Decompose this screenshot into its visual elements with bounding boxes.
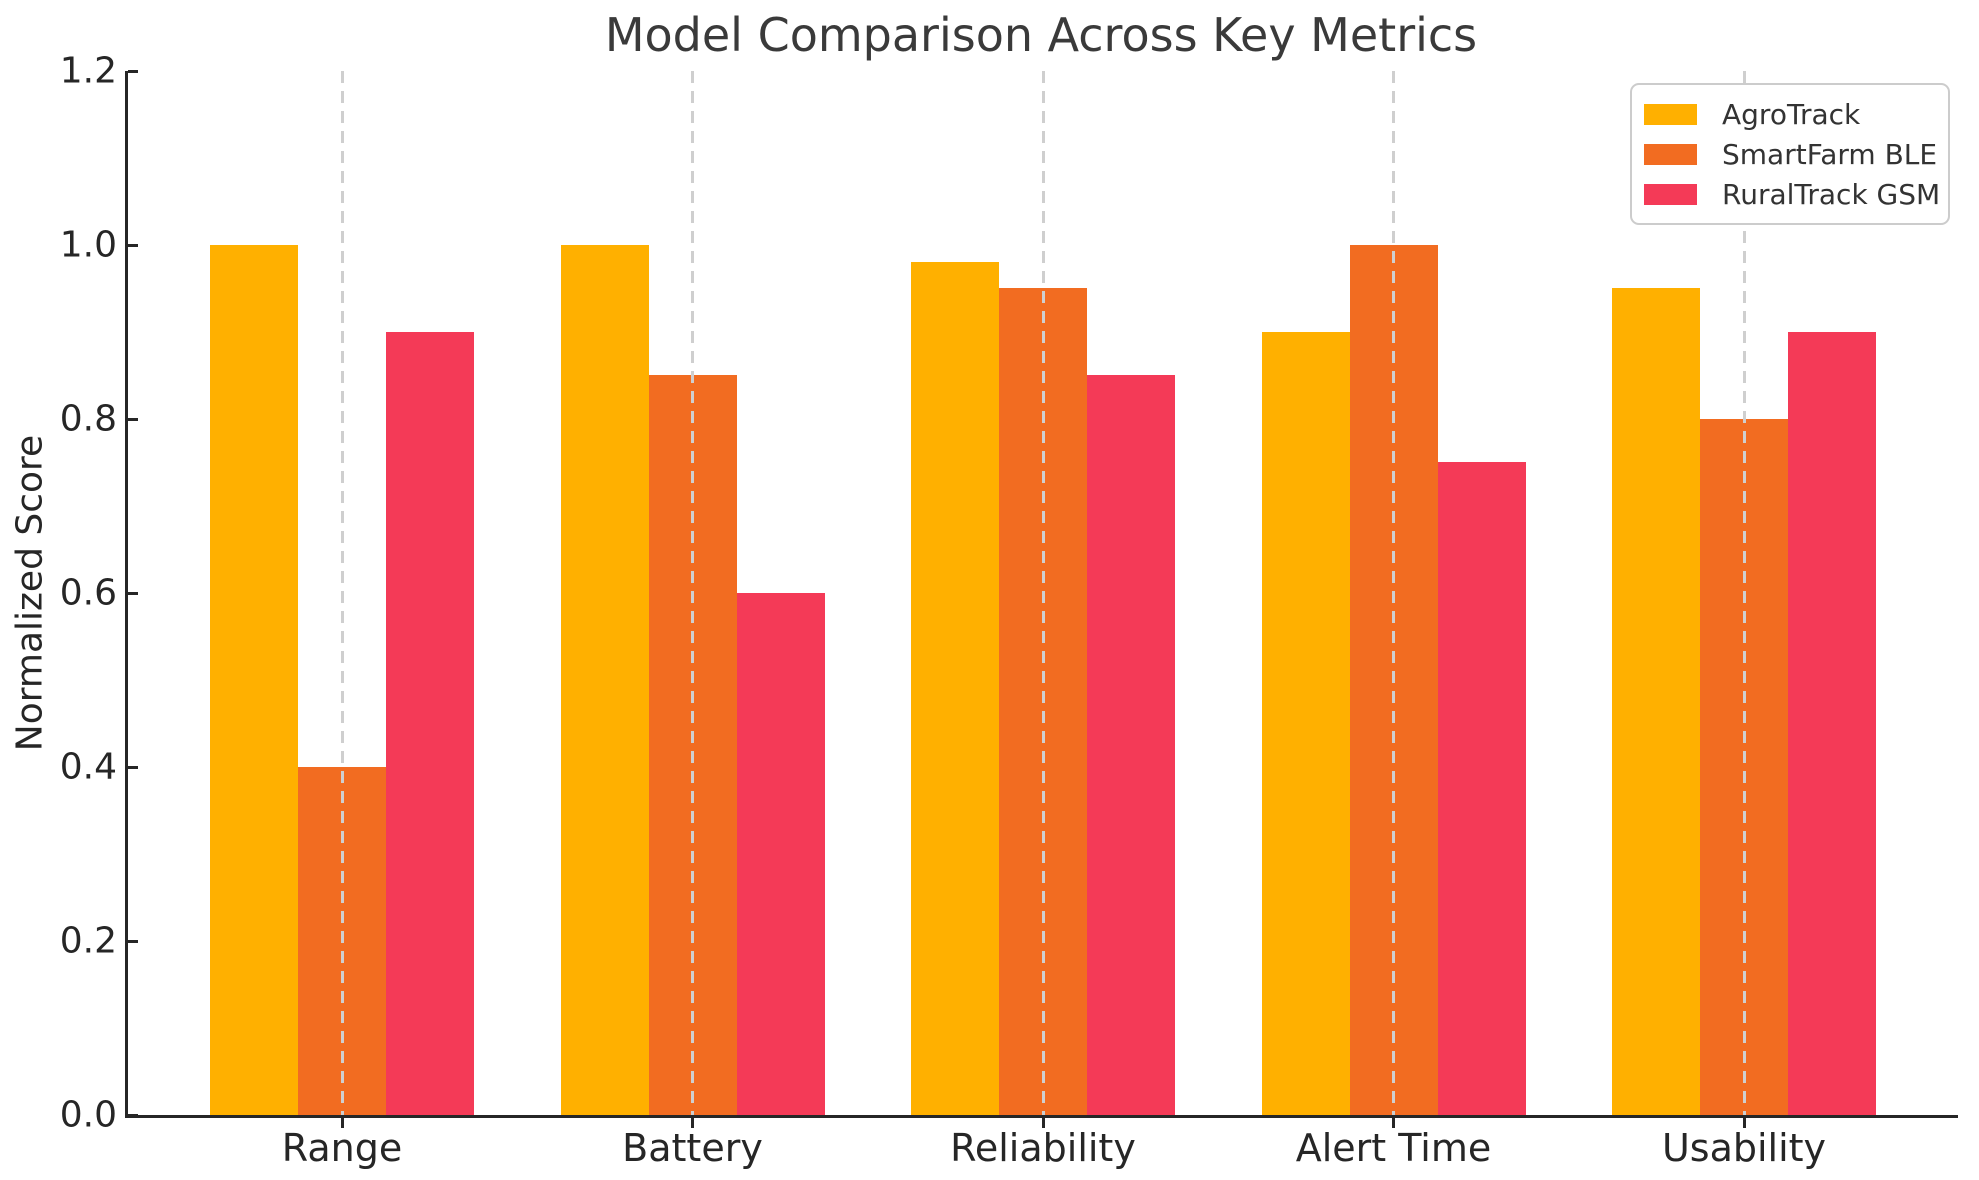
y-tick-label: 0.2 [59,920,117,962]
x-tick-mark [1742,1118,1746,1128]
x-tick-mark [691,1118,694,1128]
bar-ruraltrack-gsm-reliability [1087,375,1175,1115]
x-tick-mark [340,1118,344,1128]
chart-title: Model Comparison Across Key Metrics [604,8,1478,62]
x-tick-mark [1392,1118,1395,1128]
y-tick-mark [128,69,138,73]
legend-item-smartfarm-ble: SmartFarm BLE [1644,134,1938,174]
legend-swatch-ruraltrack-gsm [1644,183,1697,205]
y-tick-mark [128,417,138,421]
y-axis-label: Normalized Score [9,434,51,752]
x-tick-mark [1041,1118,1045,1128]
bar-ruraltrack-gsm-range [386,332,474,1115]
x-tick-label-usability: Usability [1661,1126,1827,1170]
x-tick-label-reliability: Reliability [950,1126,1136,1170]
legend: AgroTrack SmartFarm BLE RuralTrack GSM [1630,83,1950,225]
bar-agrotrack-range [210,245,298,1115]
bar-ruraltrack-gsm-alert-time [1437,462,1526,1115]
gridline-alert-time [1392,71,1395,1115]
bar-ruraltrack-gsm-battery [736,593,825,1115]
y-tick-mark [128,765,138,769]
y-tick-label: 0.6 [59,572,117,614]
x-axis-line [125,1115,1958,1118]
legend-label: AgroTrack [1722,97,1861,131]
y-tick-label: 0.8 [59,398,117,440]
legend-label: SmartFarm BLE [1722,137,1938,171]
x-tick-label-range: Range [281,1126,403,1170]
legend-swatch-agrotrack [1644,103,1697,125]
y-tick-label: 0.4 [59,746,117,788]
y-tick-mark [128,243,138,247]
y-tick-mark [128,1113,138,1117]
legend-item-agrotrack: AgroTrack [1644,94,1934,134]
bar-agrotrack-alert-time [1261,332,1350,1115]
y-tick-mark [128,591,138,595]
gridline-reliability [1041,71,1045,1115]
y-axis-line [125,71,128,1118]
bar-agrotrack-battery [560,245,649,1115]
y-tick-label: 0.0 [59,1094,117,1136]
gridline-usability [1742,71,1746,1115]
plot-area [127,71,1955,1115]
y-tick-label: 1.0 [59,224,117,266]
bar-agrotrack-reliability [911,262,999,1115]
legend-swatch-smartfarm-ble [1644,143,1697,165]
y-tick-label: 1.2 [59,50,117,92]
y-tick-mark [128,939,138,943]
x-tick-label-alert-time: Alert Time [1295,1126,1492,1170]
legend-item-ruraltrack-gsm: RuralTrack GSM [1644,174,1940,214]
bar-ruraltrack-gsm-usability [1788,332,1876,1115]
gridline-battery [691,71,694,1115]
bar-agrotrack-usability [1612,288,1700,1115]
x-tick-label-battery: Battery [622,1126,763,1170]
gridline-range [340,71,344,1115]
legend-label: RuralTrack GSM [1722,177,1941,211]
